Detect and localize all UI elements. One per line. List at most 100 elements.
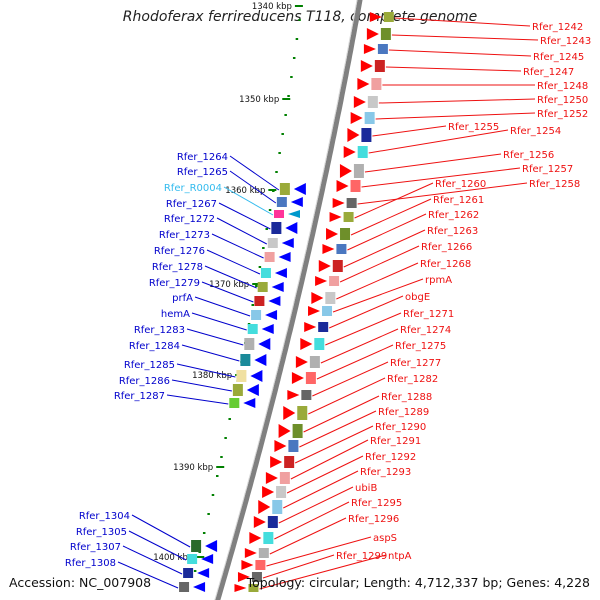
- plus-gene-label[interactable]: ubiB: [355, 483, 377, 494]
- plus-gene-label[interactable]: Rfer_1258: [529, 179, 580, 190]
- plus-gene-label[interactable]: Rfer_1243: [540, 36, 591, 47]
- plus-gene-label[interactable]: Rfer_1268: [420, 259, 471, 270]
- plus-gene-block: [279, 472, 290, 484]
- minus-gene-arrow: [193, 582, 206, 592]
- minus-gene-label[interactable]: Rfer_1264: [177, 152, 228, 163]
- minus-strand-layer: Rfer_1264 Rfer_1265 Rfer_R0004 Rfer_1267 Rfe…: [65, 152, 306, 592]
- plus-gene-leader: [372, 125, 447, 137]
- minus-gene-label[interactable]: Rfer_1273: [159, 230, 210, 241]
- minus-gene-label[interactable]: Rfer_1278: [152, 262, 203, 273]
- genome-summary-text: Topology: circular; Length: 4,712,337 bp…: [246, 575, 590, 590]
- plus-gene-block: [292, 424, 303, 438]
- plus-gene-label[interactable]: Rfer_1296: [348, 514, 399, 525]
- minus-gene-label[interactable]: Rfer_1284: [129, 341, 180, 352]
- minus-gene-leader: [206, 249, 261, 275]
- plus-gene-label[interactable]: ntpA: [388, 551, 412, 562]
- minus-gene-label[interactable]: Rfer_1267: [166, 199, 217, 210]
- plus-gene-label[interactable]: Rfer_1266: [421, 242, 472, 253]
- plus-gene-label[interactable]: Rfer_1288: [381, 392, 432, 403]
- plus-gene-label[interactable]: Rfer_1255: [448, 122, 499, 133]
- minus-gene-label[interactable]: Rfer_1308: [65, 558, 116, 569]
- plus-gene-block: [367, 96, 378, 108]
- plus-gene-label[interactable]: Rfer_1290: [375, 422, 426, 433]
- plus-gene-leader: [328, 295, 404, 329]
- plus-gene-leader: [266, 536, 372, 567]
- plus-gene-label[interactable]: Rfer_1260: [435, 179, 486, 190]
- minus-gene-leader: [218, 202, 271, 230]
- minus-gene-label[interactable]: Rfer_1283: [134, 325, 185, 336]
- plus-gene-label[interactable]: Rfer_1282: [387, 374, 438, 385]
- plus-gene-leader: [299, 410, 377, 448]
- minus-gene-label[interactable]: Rfer_1285: [124, 360, 175, 371]
- plus-gene-label[interactable]: rpmA: [425, 275, 452, 286]
- plus-gene-arrow: [363, 44, 376, 54]
- plus-gene-block: [305, 372, 316, 384]
- minus-gene-arrow: [290, 197, 303, 207]
- plus-gene-arrow: [329, 212, 342, 222]
- plus-gene-label[interactable]: Rfer_1261: [433, 195, 484, 206]
- plus-gene-arrow: [339, 164, 352, 178]
- minus-gene-block: [247, 324, 258, 334]
- minus-gene-label[interactable]: Rfer_1279: [149, 278, 200, 289]
- plus-gene-block: [325, 292, 336, 304]
- minus-gene-label[interactable]: Rfer_1305: [76, 527, 127, 538]
- plus-gene-block: [343, 212, 354, 222]
- plus-gene-label[interactable]: Rfer_1263: [427, 226, 478, 237]
- plus-gene-arrow: [241, 560, 254, 570]
- plus-gene-arrow: [287, 390, 300, 400]
- scale-label: 1370 kbp: [209, 280, 249, 290]
- scale-label: 1380 kbp: [192, 371, 232, 381]
- plus-gene-label[interactable]: Rfer_1245: [533, 52, 584, 63]
- plus-gene-label[interactable]: Rfer_1248: [537, 81, 588, 92]
- plus-gene-label[interactable]: Rfer_1271: [403, 309, 454, 320]
- scale-minor-tick: [258, 266, 262, 268]
- minus-gene-block: [244, 338, 255, 350]
- plus-gene-label[interactable]: Rfer_1252: [537, 109, 588, 120]
- plus-gene-label[interactable]: Rfer_1262: [428, 210, 479, 221]
- minus-gene-label[interactable]: hemA: [161, 309, 190, 320]
- plus-gene-label[interactable]: Rfer_1277: [390, 358, 441, 369]
- plus-gene-label[interactable]: Rfer_1293: [360, 467, 411, 478]
- plus-gene-leader: [312, 361, 389, 397]
- plus-gene-label[interactable]: Rfer_1256: [503, 150, 554, 161]
- plus-gene-label[interactable]: Rfer_1247: [523, 67, 574, 78]
- plus-gene-label[interactable]: Rfer_1250: [537, 95, 588, 106]
- plus-gene-block: [380, 28, 391, 40]
- plus-gene-label[interactable]: Rfer_1274: [400, 325, 451, 336]
- scale-minor-tick: [287, 95, 290, 97]
- plus-gene-label[interactable]: Rfer_1295: [351, 498, 402, 509]
- plus-gene-arrow: [308, 306, 321, 316]
- scale-minor-tick: [211, 494, 215, 496]
- plus-gene-arrow: [360, 60, 373, 72]
- plus-gene-label[interactable]: Rfer_1275: [395, 341, 446, 352]
- plus-gene-arrow: [322, 244, 335, 254]
- plus-gene-label[interactable]: Rfer_1291: [370, 436, 421, 447]
- plus-gene-label[interactable]: obgE: [405, 292, 430, 303]
- minus-gene-leader: [191, 312, 247, 331]
- plus-strand-layer: Rfer_1242 Rfer_1243 Rfer_1245 Rfer_1247 Rfer…: [234, 12, 591, 592]
- plus-gene-label[interactable]: aspS: [373, 533, 397, 544]
- plus-gene-block: [350, 180, 361, 192]
- plus-gene-label[interactable]: Rfer_1299: [336, 551, 387, 562]
- plus-gene-label[interactable]: Rfer_1257: [522, 164, 573, 175]
- plus-gene-label[interactable]: Rfer_1289: [378, 407, 429, 418]
- minus-gene-label[interactable]: Rfer_1276: [154, 246, 205, 257]
- minus-gene-label[interactable]: Rfer_1307: [70, 542, 121, 553]
- scale-minor-tick: [193, 570, 197, 572]
- plus-gene-arrow: [336, 180, 349, 192]
- plus-gene-block: [284, 456, 295, 468]
- scale-minor-tick: [251, 304, 254, 306]
- minus-gene-label[interactable]: prfA: [172, 293, 193, 304]
- plus-gene-label[interactable]: Rfer_1242: [532, 22, 583, 33]
- minus-gene-label[interactable]: Rfer_1286: [119, 376, 170, 387]
- minus-gene-leader: [223, 186, 274, 216]
- plus-gene-label[interactable]: Rfer_1254: [510, 126, 561, 137]
- plus-gene-block: [322, 306, 333, 316]
- minus-gene-label[interactable]: Rfer_1272: [164, 214, 215, 225]
- plus-gene-label[interactable]: Rfer_1292: [365, 452, 416, 463]
- minus-gene-label[interactable]: Rfer_1287: [114, 391, 165, 402]
- minus-gene-label[interactable]: Rfer_1265: [177, 167, 228, 178]
- minus-gene-label[interactable]: Rfer_R0004: [164, 183, 222, 194]
- minus-gene-label[interactable]: Rfer_1304: [79, 511, 130, 522]
